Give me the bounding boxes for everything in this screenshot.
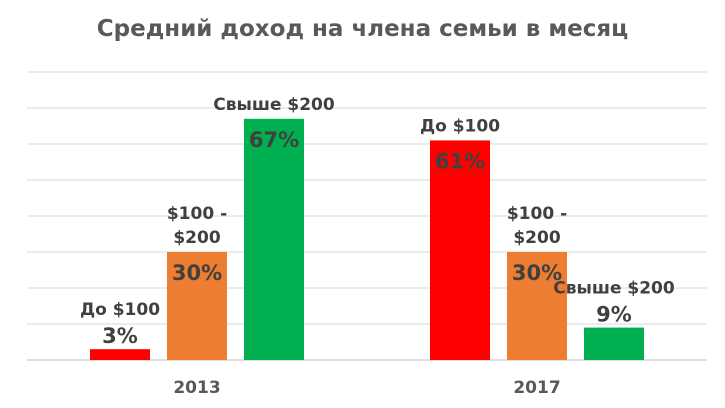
x-tick-label: 2017 <box>513 378 560 398</box>
bar-value-label: 30% <box>512 261 562 285</box>
bar-category-label: До $100 <box>420 116 500 136</box>
bar-category-label: $200 <box>513 228 560 248</box>
bar-value-label: 67% <box>249 128 299 152</box>
bar-category-label: Свыше $200 <box>553 279 675 299</box>
bar <box>167 252 227 360</box>
bar <box>90 349 150 360</box>
bar-category-label: $100 - <box>167 204 227 224</box>
bar-category-label: $100 - <box>507 204 567 224</box>
bar-value-label: 30% <box>172 261 222 285</box>
x-tick-label: 2013 <box>173 378 220 398</box>
chart-title: Средний доход на члена семьи в месяц <box>96 16 629 42</box>
bar <box>584 327 644 360</box>
bar-category-label: $200 <box>173 228 220 248</box>
bar-category-label: Свыше $200 <box>213 95 335 115</box>
bar-value-label: 3% <box>102 324 138 348</box>
bar <box>244 118 304 360</box>
bar <box>507 252 567 360</box>
bar-category-label: До $100 <box>80 300 160 320</box>
bar-value-label: 9% <box>596 303 632 327</box>
bar <box>430 140 490 360</box>
bar-value-label: 61% <box>435 149 485 173</box>
